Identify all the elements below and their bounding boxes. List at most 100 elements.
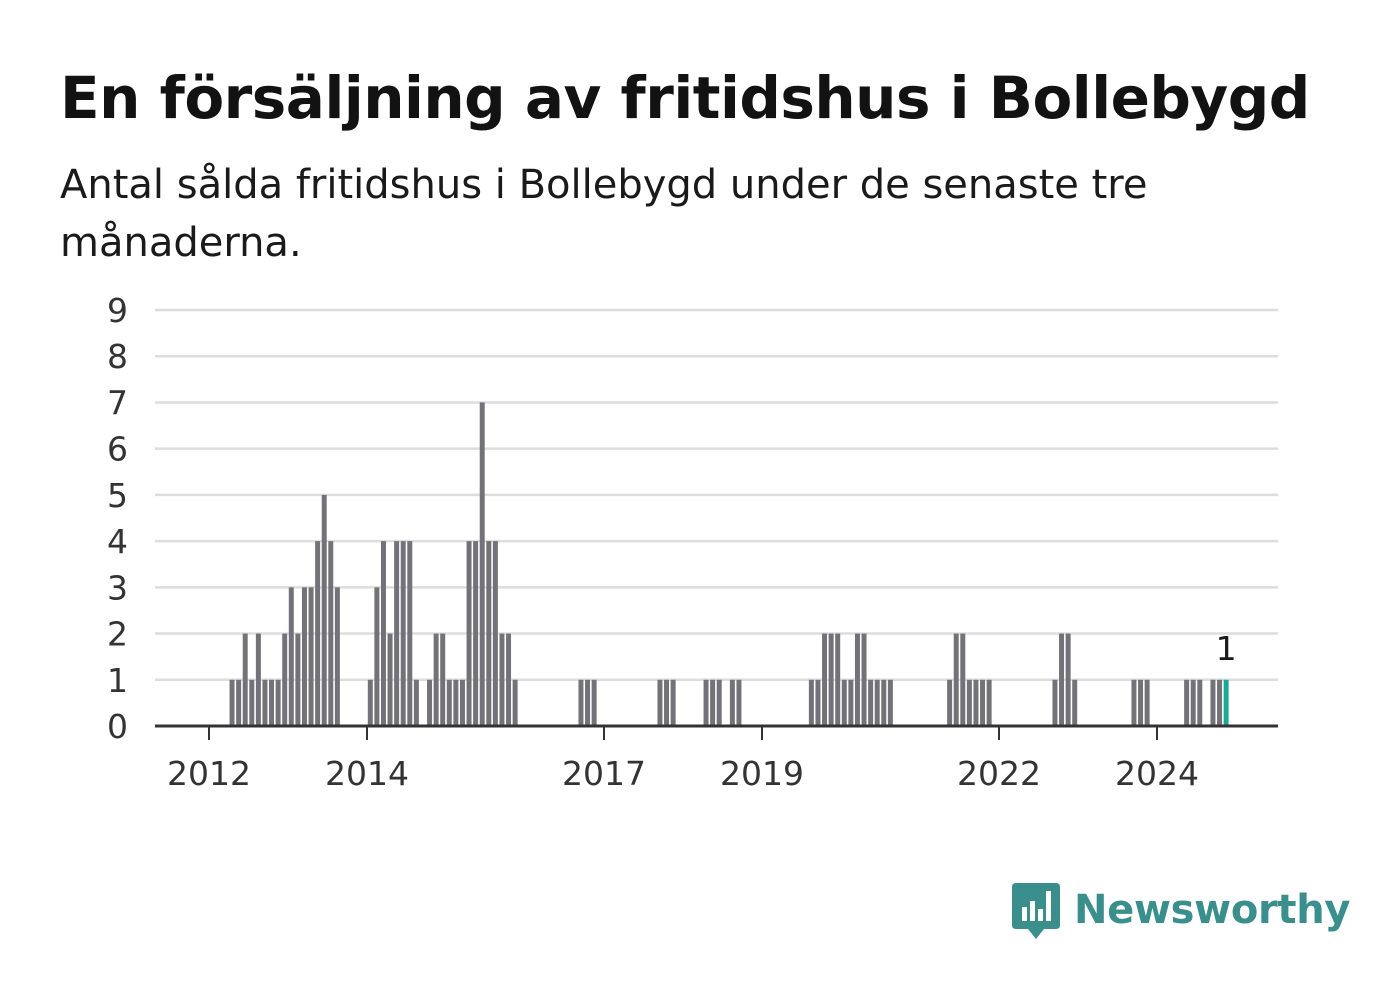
bar — [1052, 679, 1058, 726]
bar — [506, 633, 512, 726]
y-tick-label: 8 — [107, 337, 128, 376]
bar-chart: 0 1 2 3 4 5 6 7 8 9 1 2012 2014 2017 2019 2022 2024 — [107, 291, 1278, 793]
bar — [980, 679, 986, 726]
bar — [242, 633, 248, 726]
bar — [585, 679, 591, 726]
y-tick-label: 4 — [107, 522, 128, 561]
bar — [295, 633, 301, 726]
bar — [841, 679, 847, 726]
bar — [387, 633, 393, 726]
bar — [591, 679, 597, 726]
bar — [486, 541, 492, 726]
x-tick-label: 2022 — [957, 754, 1041, 793]
y-tick-label: 6 — [107, 430, 128, 469]
bar — [887, 679, 893, 726]
y-tick-label: 2 — [107, 615, 128, 654]
bar — [822, 633, 828, 726]
bar — [874, 679, 880, 726]
x-tick-label: 2024 — [1115, 754, 1199, 793]
chart-subtitle: Antal sålda fritidshus i Bollebygd under… — [60, 162, 1148, 266]
bar — [262, 679, 268, 726]
bar — [413, 679, 419, 726]
bar — [301, 587, 307, 726]
bar — [315, 541, 321, 726]
bar — [736, 679, 742, 726]
bar — [308, 587, 314, 726]
bar — [953, 633, 959, 726]
bar — [1131, 679, 1137, 726]
bar — [394, 541, 400, 726]
bar — [1184, 679, 1190, 726]
y-tick-label: 0 — [107, 707, 128, 746]
bar — [1144, 679, 1150, 726]
bar — [459, 679, 465, 726]
bar — [249, 679, 255, 726]
bar — [1072, 679, 1078, 726]
bar — [657, 679, 663, 726]
bar — [407, 541, 413, 726]
bar — [400, 541, 406, 726]
bar — [1210, 679, 1216, 726]
bar — [670, 679, 676, 726]
bar — [729, 679, 735, 726]
y-tick-label: 3 — [107, 568, 128, 607]
chart-title: En försäljning av fritidshus i Bollebygd — [60, 64, 1310, 132]
bar — [1138, 679, 1144, 726]
bar — [440, 633, 446, 726]
bar — [367, 679, 373, 726]
bar — [473, 541, 479, 726]
bar — [881, 679, 887, 726]
bar — [828, 633, 834, 726]
brand-name: Newsworthy — [1074, 887, 1351, 933]
bar — [1217, 679, 1223, 726]
bar — [986, 679, 992, 726]
bar — [380, 541, 386, 726]
bar — [868, 679, 874, 726]
x-tick-label: 2017 — [562, 754, 646, 793]
bar — [1197, 679, 1203, 726]
bar — [229, 679, 235, 726]
bar — [703, 679, 709, 726]
bar — [255, 633, 261, 726]
x-tick-label: 2014 — [325, 754, 409, 793]
bar — [275, 679, 281, 726]
y-tick-label: 9 — [107, 291, 128, 330]
bar — [427, 679, 433, 726]
bar — [848, 679, 854, 726]
bar — [808, 679, 814, 726]
bar — [492, 541, 498, 726]
bar — [1223, 679, 1229, 726]
bar — [236, 679, 242, 726]
bar — [453, 679, 459, 726]
bar — [960, 633, 966, 726]
bar — [328, 541, 334, 726]
bar — [973, 679, 979, 726]
data-label: 1 — [1216, 629, 1237, 668]
bar — [578, 679, 584, 726]
bar — [288, 587, 294, 726]
bar — [710, 679, 716, 726]
bar — [716, 679, 722, 726]
bar — [664, 679, 670, 726]
brand-logo[interactable]: Newsworthy — [1010, 878, 1351, 942]
y-tick-label: 5 — [107, 476, 128, 515]
bar — [854, 633, 860, 726]
newsworthy-logo-icon — [1012, 883, 1060, 939]
bar — [466, 541, 472, 726]
x-tick-label: 2019 — [720, 754, 804, 793]
bar — [861, 633, 867, 726]
x-tick-label: 2012 — [167, 754, 251, 793]
bar — [374, 587, 380, 726]
bar — [835, 633, 841, 726]
bar — [499, 633, 505, 726]
bar — [1190, 679, 1196, 726]
bar — [269, 679, 275, 726]
bar — [815, 679, 821, 726]
y-tick-label: 7 — [107, 383, 128, 422]
bar — [966, 679, 972, 726]
y-tick-label: 1 — [107, 661, 128, 700]
bar — [334, 587, 340, 726]
bar — [321, 494, 327, 726]
bar — [446, 679, 452, 726]
bar — [947, 679, 953, 726]
